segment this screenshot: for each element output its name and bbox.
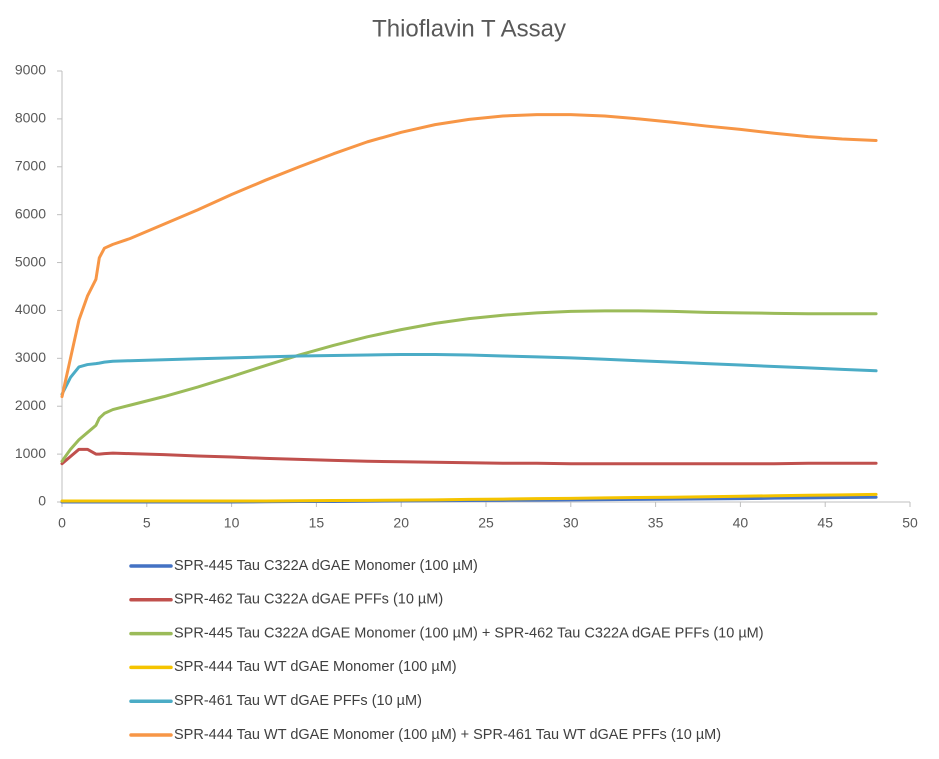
y-tick-label: 1000	[15, 445, 46, 461]
x-tick-label: 20	[393, 515, 409, 531]
x-tick-label: 50	[902, 515, 918, 531]
y-tick-label: 6000	[15, 205, 46, 221]
x-tick-label: 30	[563, 515, 579, 531]
x-tick-label: 0	[58, 515, 66, 531]
x-tick-label: 40	[733, 515, 749, 531]
legend-label: SPR-461 Tau WT dGAE PFFs (10 µM)	[174, 693, 422, 709]
y-tick-label: 3000	[15, 349, 46, 365]
legend-label: SPR-445 Tau C322A dGAE Monomer (100 µM) …	[174, 625, 764, 641]
y-tick-label: 4000	[15, 301, 46, 317]
y-tick-label: 0	[38, 493, 46, 509]
x-tick-label: 35	[648, 515, 664, 531]
x-tick-label: 15	[309, 515, 325, 531]
series-line	[60, 113, 878, 399]
series-line	[60, 447, 878, 466]
legend-label: SPR-445 Tau C322A dGAE Monomer (100 µM)	[174, 558, 478, 574]
y-tick-label: 2000	[15, 397, 46, 413]
legend-label: SPR-444 Tau WT dGAE Monomer (100 µM)	[174, 659, 457, 675]
y-tick-label: 7000	[15, 157, 46, 173]
series-line	[60, 492, 878, 503]
legend-label: SPR-462 Tau C322A dGAE PFFs (10 µM)	[174, 592, 443, 608]
series-line	[60, 309, 878, 463]
x-tick-label: 45	[817, 515, 833, 531]
chart-title: Thioflavin T Assay	[372, 15, 566, 42]
x-tick-label: 5	[143, 515, 151, 531]
legend-label: SPR-444 Tau WT dGAE Monomer (100 µM) + S…	[174, 727, 721, 743]
y-tick-label: 8000	[15, 110, 46, 126]
x-tick-label: 25	[478, 515, 494, 531]
series-line	[60, 353, 878, 396]
x-tick-label: 10	[224, 515, 240, 531]
y-tick-label: 5000	[15, 253, 46, 269]
y-tick-label: 9000	[15, 62, 46, 78]
